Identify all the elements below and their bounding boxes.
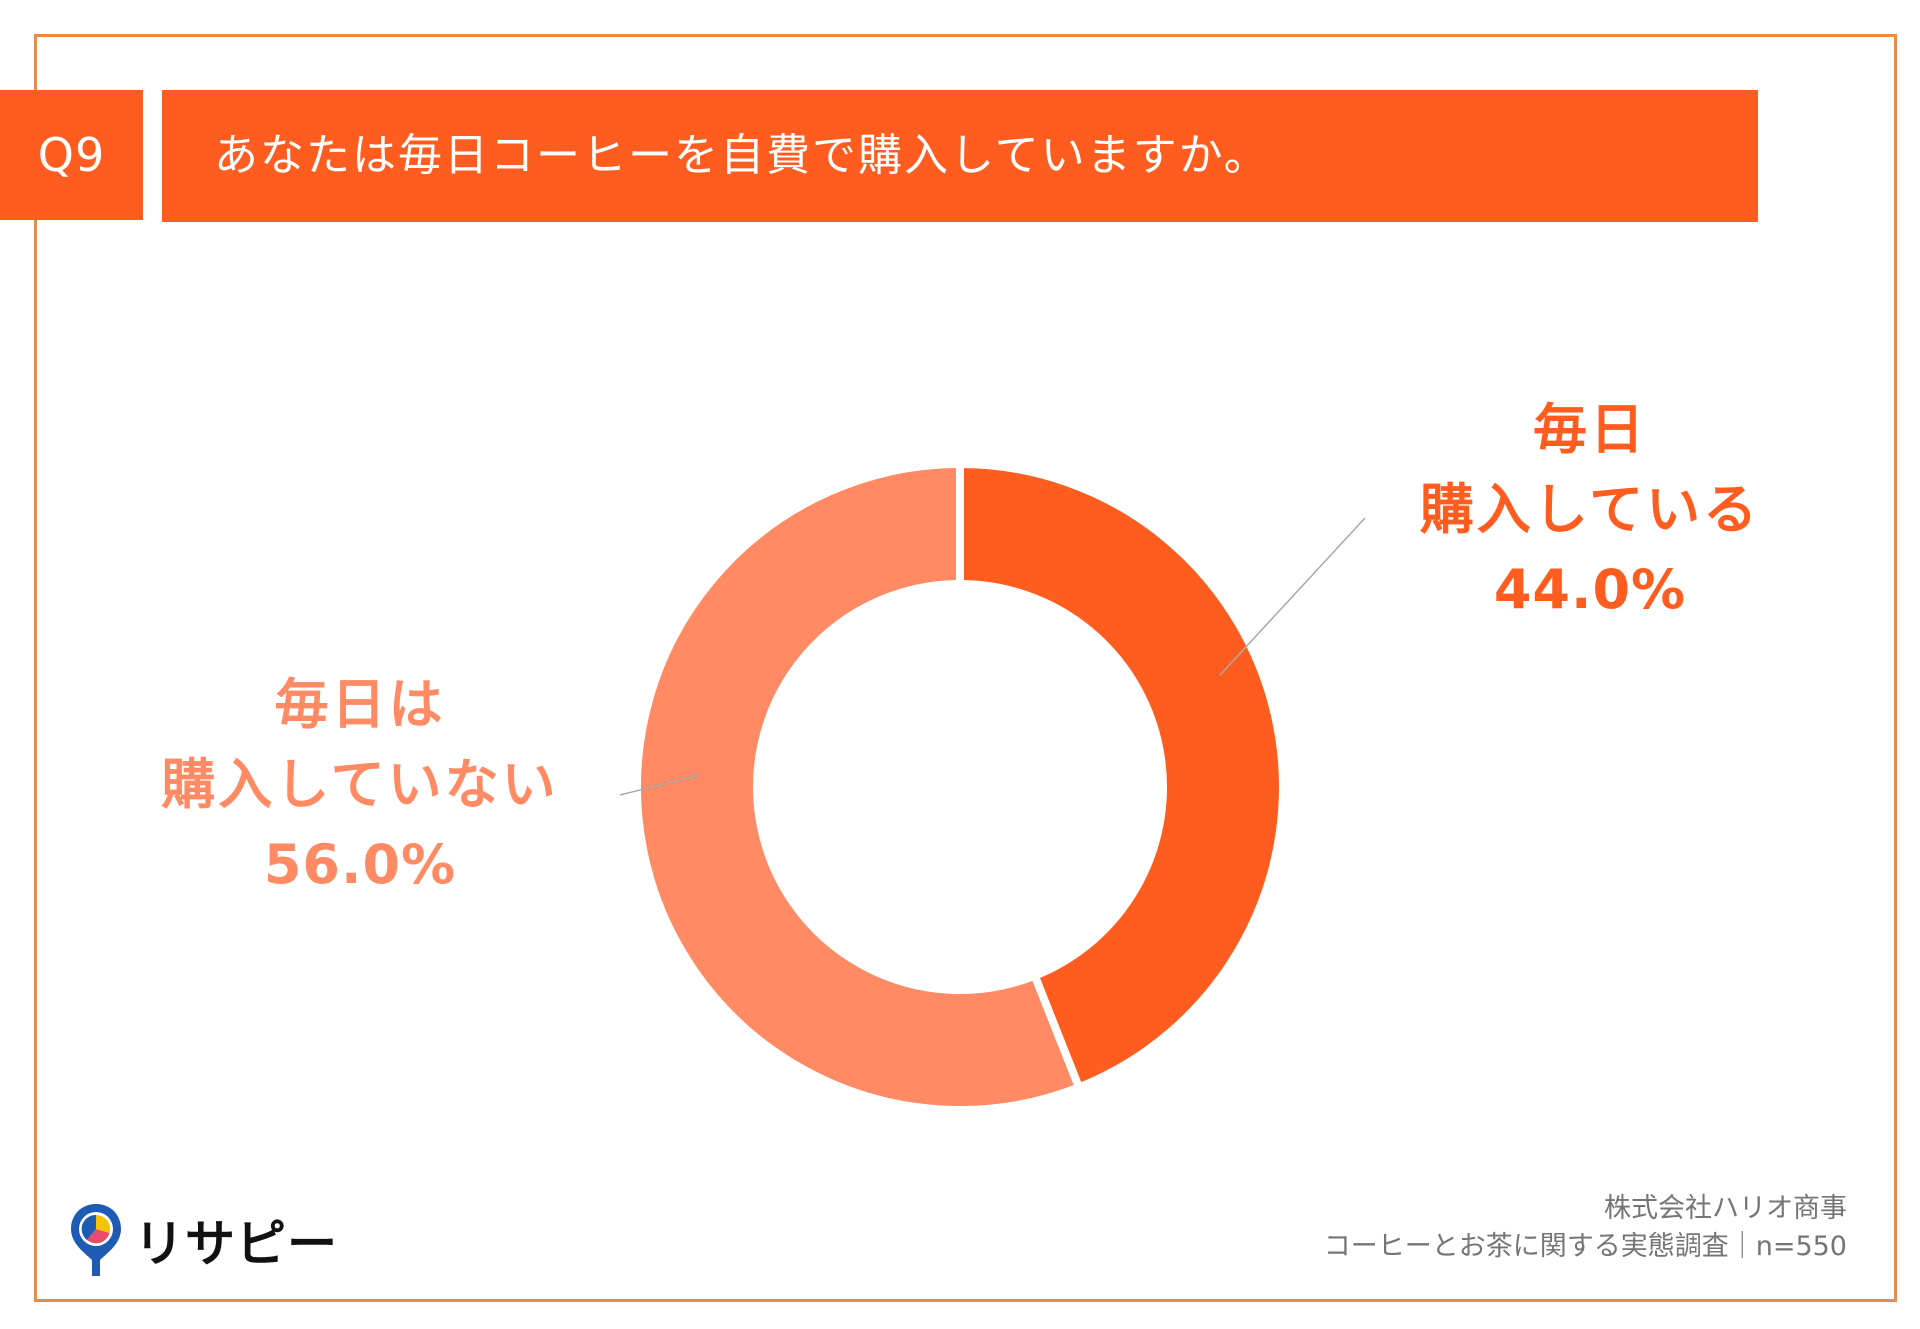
slice-label-daily-line1: 毎日: [1533, 398, 1647, 461]
logo-text: リサピー: [134, 1215, 338, 1273]
slice-label-daily-line2: 購入している: [1419, 478, 1761, 541]
source-company: 株式会社ハリオ商事: [1604, 1193, 1847, 1224]
donut-slice-daily: [956, 459, 1287, 1093]
donut-slice-not-daily: [633, 459, 1085, 1114]
source-survey: コーヒーとお茶に関する実態調査｜n=550: [1323, 1231, 1847, 1262]
slice-label-not-daily: 毎日は 購入していない 56.0%: [120, 665, 600, 905]
slice-percent-not-daily: 56.0%: [263, 833, 457, 896]
slice-label-daily: 毎日 購入している 44.0%: [1390, 390, 1790, 630]
donut-slice-not-daily-leader-line: [619, 774, 701, 796]
question-number: Q9: [0, 90, 143, 220]
slice-label-not-daily-line1: 毎日は: [274, 673, 446, 736]
chart-frame: [34, 34, 1897, 1302]
map-pin-pie-icon: [71, 1204, 121, 1276]
source-note: 株式会社ハリオ商事 コーヒーとお茶に関する実態調査｜n=550: [1324, 1190, 1847, 1266]
donut-slice-daily-leader-line: [1219, 517, 1366, 676]
slice-label-not-daily-line2: 購入していない: [161, 753, 559, 816]
slice-percent-daily: 44.0%: [1493, 558, 1687, 621]
question-title: あなたは毎日コーヒーを自費で購入していますか。: [162, 90, 1758, 222]
risapy-logo: リサピー: [68, 1200, 338, 1280]
